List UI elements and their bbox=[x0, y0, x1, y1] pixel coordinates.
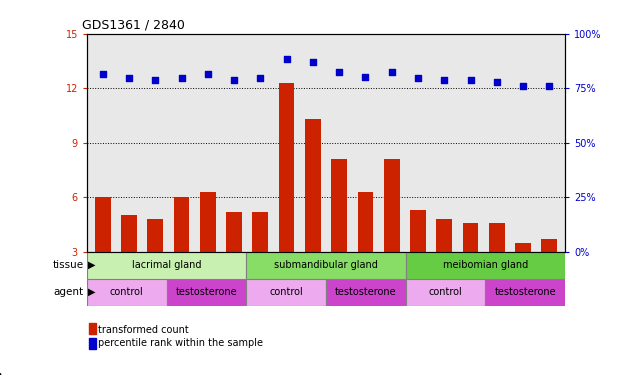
Text: testosterone: testosterone bbox=[494, 287, 556, 297]
Text: lacrimal gland: lacrimal gland bbox=[132, 260, 201, 270]
Bar bbox=[166, 279, 247, 306]
Bar bbox=[95, 197, 111, 252]
Point bbox=[439, 77, 449, 83]
Bar bbox=[87, 252, 247, 279]
Point bbox=[308, 59, 318, 65]
Bar bbox=[247, 252, 406, 279]
Text: ▶: ▶ bbox=[88, 287, 96, 297]
Bar bbox=[121, 215, 137, 252]
Point bbox=[229, 77, 239, 83]
Bar bbox=[326, 279, 406, 306]
Text: agent: agent bbox=[53, 287, 84, 297]
Point bbox=[97, 71, 107, 77]
Text: testosterone: testosterone bbox=[335, 287, 397, 297]
Bar bbox=[279, 83, 294, 252]
Bar bbox=[87, 279, 166, 306]
Point bbox=[413, 75, 423, 81]
Point bbox=[150, 77, 160, 83]
Bar bbox=[384, 159, 399, 252]
Bar bbox=[331, 159, 347, 252]
Point bbox=[466, 77, 476, 83]
Bar bbox=[247, 279, 326, 306]
Bar bbox=[226, 211, 242, 252]
Bar bbox=[515, 243, 531, 252]
Text: control: control bbox=[270, 287, 303, 297]
Point bbox=[255, 75, 265, 81]
Bar bbox=[253, 211, 268, 252]
Text: testosterone: testosterone bbox=[176, 287, 237, 297]
Bar bbox=[406, 279, 486, 306]
Bar bbox=[410, 210, 426, 252]
Bar bbox=[437, 219, 452, 252]
Text: tissue: tissue bbox=[53, 260, 84, 270]
Point bbox=[387, 69, 397, 75]
Bar bbox=[489, 223, 505, 252]
Point bbox=[360, 74, 370, 80]
Bar bbox=[305, 119, 321, 252]
Bar bbox=[174, 197, 189, 252]
Point bbox=[124, 75, 134, 81]
Text: GDS1361 / 2840: GDS1361 / 2840 bbox=[82, 18, 185, 31]
Bar bbox=[147, 219, 163, 252]
Text: submandibular gland: submandibular gland bbox=[274, 260, 378, 270]
Text: control: control bbox=[110, 287, 143, 297]
Text: transformed count: transformed count bbox=[98, 325, 189, 335]
Text: percentile rank within the sample: percentile rank within the sample bbox=[98, 338, 263, 348]
Text: meibomian gland: meibomian gland bbox=[443, 260, 528, 270]
Point bbox=[334, 69, 344, 75]
Point bbox=[545, 83, 555, 89]
Point bbox=[518, 83, 528, 89]
Bar bbox=[542, 239, 557, 252]
Text: ▶: ▶ bbox=[88, 260, 96, 270]
Bar bbox=[200, 192, 215, 252]
Text: control: control bbox=[428, 287, 463, 297]
Point bbox=[492, 79, 502, 85]
Bar bbox=[358, 192, 373, 252]
Bar bbox=[406, 252, 565, 279]
Point bbox=[203, 71, 213, 77]
Bar bbox=[486, 279, 565, 306]
Point bbox=[176, 75, 186, 81]
Point bbox=[282, 56, 292, 62]
Bar bbox=[463, 223, 478, 252]
